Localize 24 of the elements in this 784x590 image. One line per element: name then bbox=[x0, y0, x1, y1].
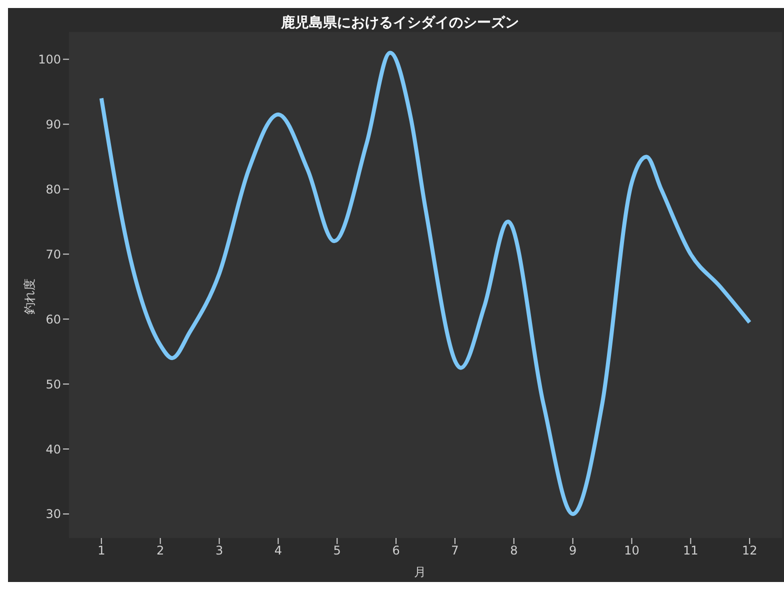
x-tick-label: 6 bbox=[392, 544, 400, 558]
line-series bbox=[99, 50, 752, 516]
chart-title: 鹿児島県におけるイシダイのシーズン bbox=[280, 14, 520, 32]
y-tick-label: 60 bbox=[46, 312, 61, 326]
y-tick-label: 100 bbox=[38, 52, 61, 67]
x-tick-label: 3 bbox=[215, 544, 224, 558]
y-tick-label: 90 bbox=[46, 117, 61, 132]
x-tick-label: 4 bbox=[274, 544, 282, 558]
y-tick-label: 50 bbox=[46, 377, 61, 392]
y-tick-label: 70 bbox=[46, 247, 61, 262]
x-tick-label: 1 bbox=[98, 544, 106, 558]
y-tick-label: 80 bbox=[46, 182, 61, 196]
y-tick-label: 30 bbox=[46, 507, 61, 522]
x-tick-label: 8 bbox=[510, 544, 518, 558]
x-tick-label: 2 bbox=[156, 544, 164, 558]
x-tick-label: 7 bbox=[451, 544, 459, 558]
x-axis-title: 月 bbox=[413, 564, 427, 581]
y-tick-label: 40 bbox=[46, 442, 61, 456]
x-tick-label: 12 bbox=[742, 544, 758, 558]
x-tick-label: 5 bbox=[333, 544, 341, 558]
x-tick-label: 9 bbox=[568, 544, 577, 558]
y-axis-title: 釣れ度 bbox=[22, 278, 38, 314]
x-tick-label: 11 bbox=[683, 544, 698, 558]
x-tick-label: 10 bbox=[624, 544, 640, 558]
